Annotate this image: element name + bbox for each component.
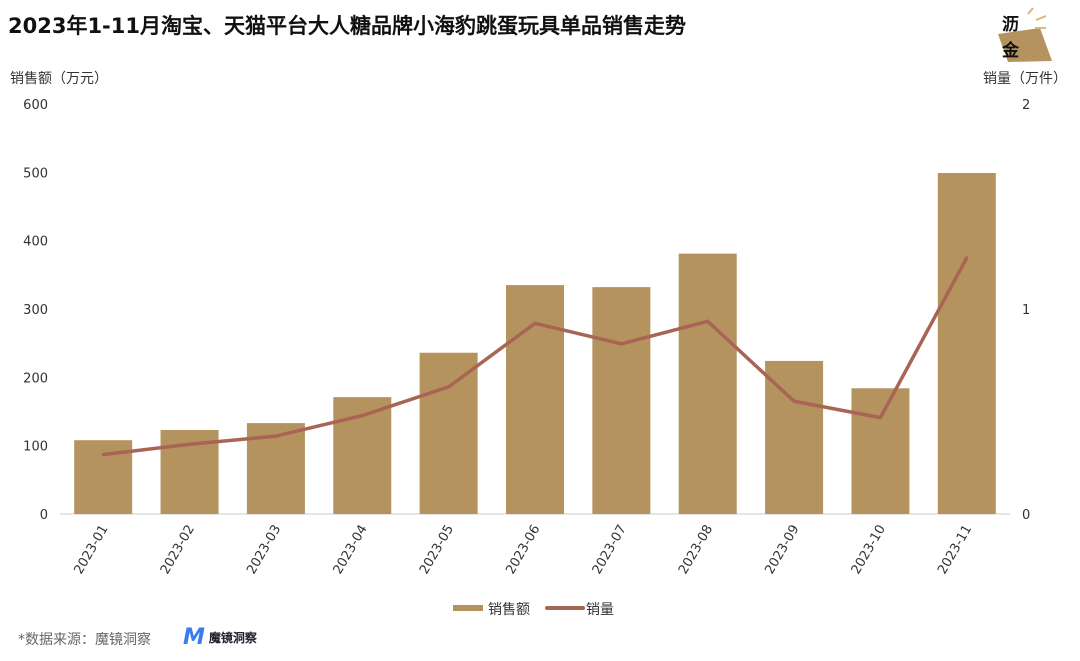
x-tick-label: 2023-04 (331, 523, 371, 578)
svg-text:金: 金 (1001, 40, 1020, 61)
bar (765, 360, 824, 514)
brand-logo: 沥 金 (990, 6, 1060, 66)
x-tick-label: 2023-01 (71, 523, 111, 578)
right-tick-label: 2 (1022, 98, 1030, 113)
bar (678, 253, 737, 514)
line-point (101, 453, 105, 457)
x-tick-label: 2023-02 (158, 523, 198, 578)
line-point (965, 256, 969, 260)
legend-label-sales: 销售额 (488, 602, 530, 618)
x-tick-label: 2023-05 (417, 523, 457, 578)
data-source: *数据来源：魔镜洞察 (18, 632, 151, 648)
legend-swatch-bar (453, 605, 483, 611)
x-tick-label: 2023-11 (935, 522, 975, 577)
line-point (619, 342, 623, 346)
x-tick-label: 2023-03 (244, 523, 284, 578)
line-point (447, 385, 451, 389)
line-point (533, 321, 537, 325)
bar (851, 388, 910, 514)
x-tick-label: 2023-07 (590, 523, 630, 578)
x-tick-label: 2023-10 (849, 523, 889, 578)
m-logo-icon: M (183, 625, 205, 650)
x-tick-label: 2023-06 (503, 523, 543, 578)
left-tick-label: 100 (23, 440, 48, 455)
line-point (274, 434, 278, 438)
x-tick-label: 2023-09 (762, 523, 802, 578)
left-tick-label: 300 (23, 303, 48, 318)
left-tick-label: 500 (23, 166, 48, 181)
left-tick-label: 600 (23, 98, 48, 113)
left-axis-label: 销售额（万元） (10, 71, 108, 87)
legend-label-volume: 销量 (586, 602, 614, 618)
bar (506, 285, 564, 514)
x-tick-label: 2023-08 (676, 523, 716, 578)
chart-title: 2023年1-11月淘宝、天猫平台大人糖品牌小海豹跳蛋玩具单品销售走势 (8, 14, 686, 38)
line-point (792, 399, 796, 403)
left-tick-label: 400 (23, 235, 48, 250)
bar (937, 173, 996, 514)
right-tick-label: 1 (1022, 303, 1030, 318)
line-point (360, 414, 364, 418)
left-tick-label: 200 (23, 371, 48, 386)
source-logo-text: 魔镜洞察 (208, 631, 257, 645)
line-point (188, 442, 192, 446)
bar (419, 352, 478, 514)
line-point (706, 319, 710, 323)
right-tick-label: 0 (1022, 508, 1030, 523)
line-point (878, 416, 882, 420)
bar (592, 287, 651, 514)
svg-text:沥: 沥 (1002, 15, 1019, 35)
source-logo: M 魔镜洞察 (183, 625, 257, 650)
left-tick-label: 0 (40, 508, 48, 523)
right-axis-label: 销量（万件） (983, 71, 1067, 87)
